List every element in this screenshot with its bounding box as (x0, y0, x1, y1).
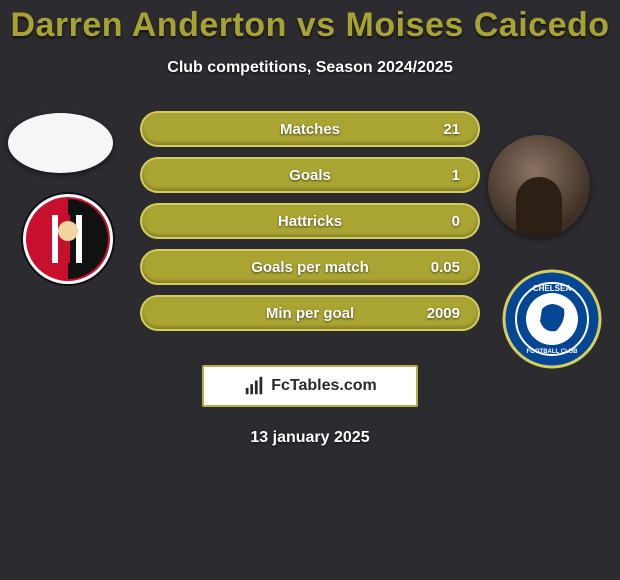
stat-label: Goals per match (251, 259, 369, 276)
chelsea-crest-icon: CHELSEA FOOTBALL CLUB (502, 269, 602, 369)
player-left-avatar (8, 113, 113, 173)
subtitle: Club competitions, Season 2024/2025 (0, 59, 620, 77)
stat-value-right: 21 (443, 121, 460, 138)
club-left-crest (18, 189, 118, 289)
stats-column: Matches 21 Goals 1 Hattricks 0 Goals per… (140, 111, 480, 341)
stat-value-right: 0 (452, 213, 460, 230)
stat-label: Matches (280, 121, 340, 138)
brand-logo-box[interactable]: FcTables.com (202, 365, 418, 407)
player-right-avatar (488, 135, 590, 237)
stat-row-matches: Matches 21 (140, 111, 480, 147)
page-title: Darren Anderton vs Moises Caicedo (0, 6, 620, 45)
comparison-card: Darren Anderton vs Moises Caicedo Club c… (0, 0, 620, 447)
stat-label: Min per goal (266, 305, 354, 322)
stat-label: Goals (289, 167, 331, 184)
stat-row-goals-per-match: Goals per match 0.05 (140, 249, 480, 285)
stat-row-hattricks: Hattricks 0 (140, 203, 480, 239)
brand-text: FcTables.com (271, 377, 377, 395)
date-label: 13 january 2025 (0, 429, 620, 447)
club-right-crest: CHELSEA FOOTBALL CLUB (502, 269, 602, 369)
svg-text:CHELSEA: CHELSEA (533, 284, 571, 293)
stat-value-right: 2009 (427, 305, 460, 322)
bar-chart-icon (243, 375, 265, 397)
svg-text:FOOTBALL CLUB: FOOTBALL CLUB (527, 349, 579, 355)
stat-label: Hattricks (278, 213, 342, 230)
stat-row-min-per-goal: Min per goal 2009 (140, 295, 480, 331)
stat-value-right: 0.05 (431, 259, 460, 276)
stat-value-right: 1 (452, 167, 460, 184)
bournemouth-crest-icon (18, 189, 118, 289)
stat-row-goals: Goals 1 (140, 157, 480, 193)
content-area: Matches 21 Goals 1 Hattricks 0 Goals per… (0, 111, 620, 351)
